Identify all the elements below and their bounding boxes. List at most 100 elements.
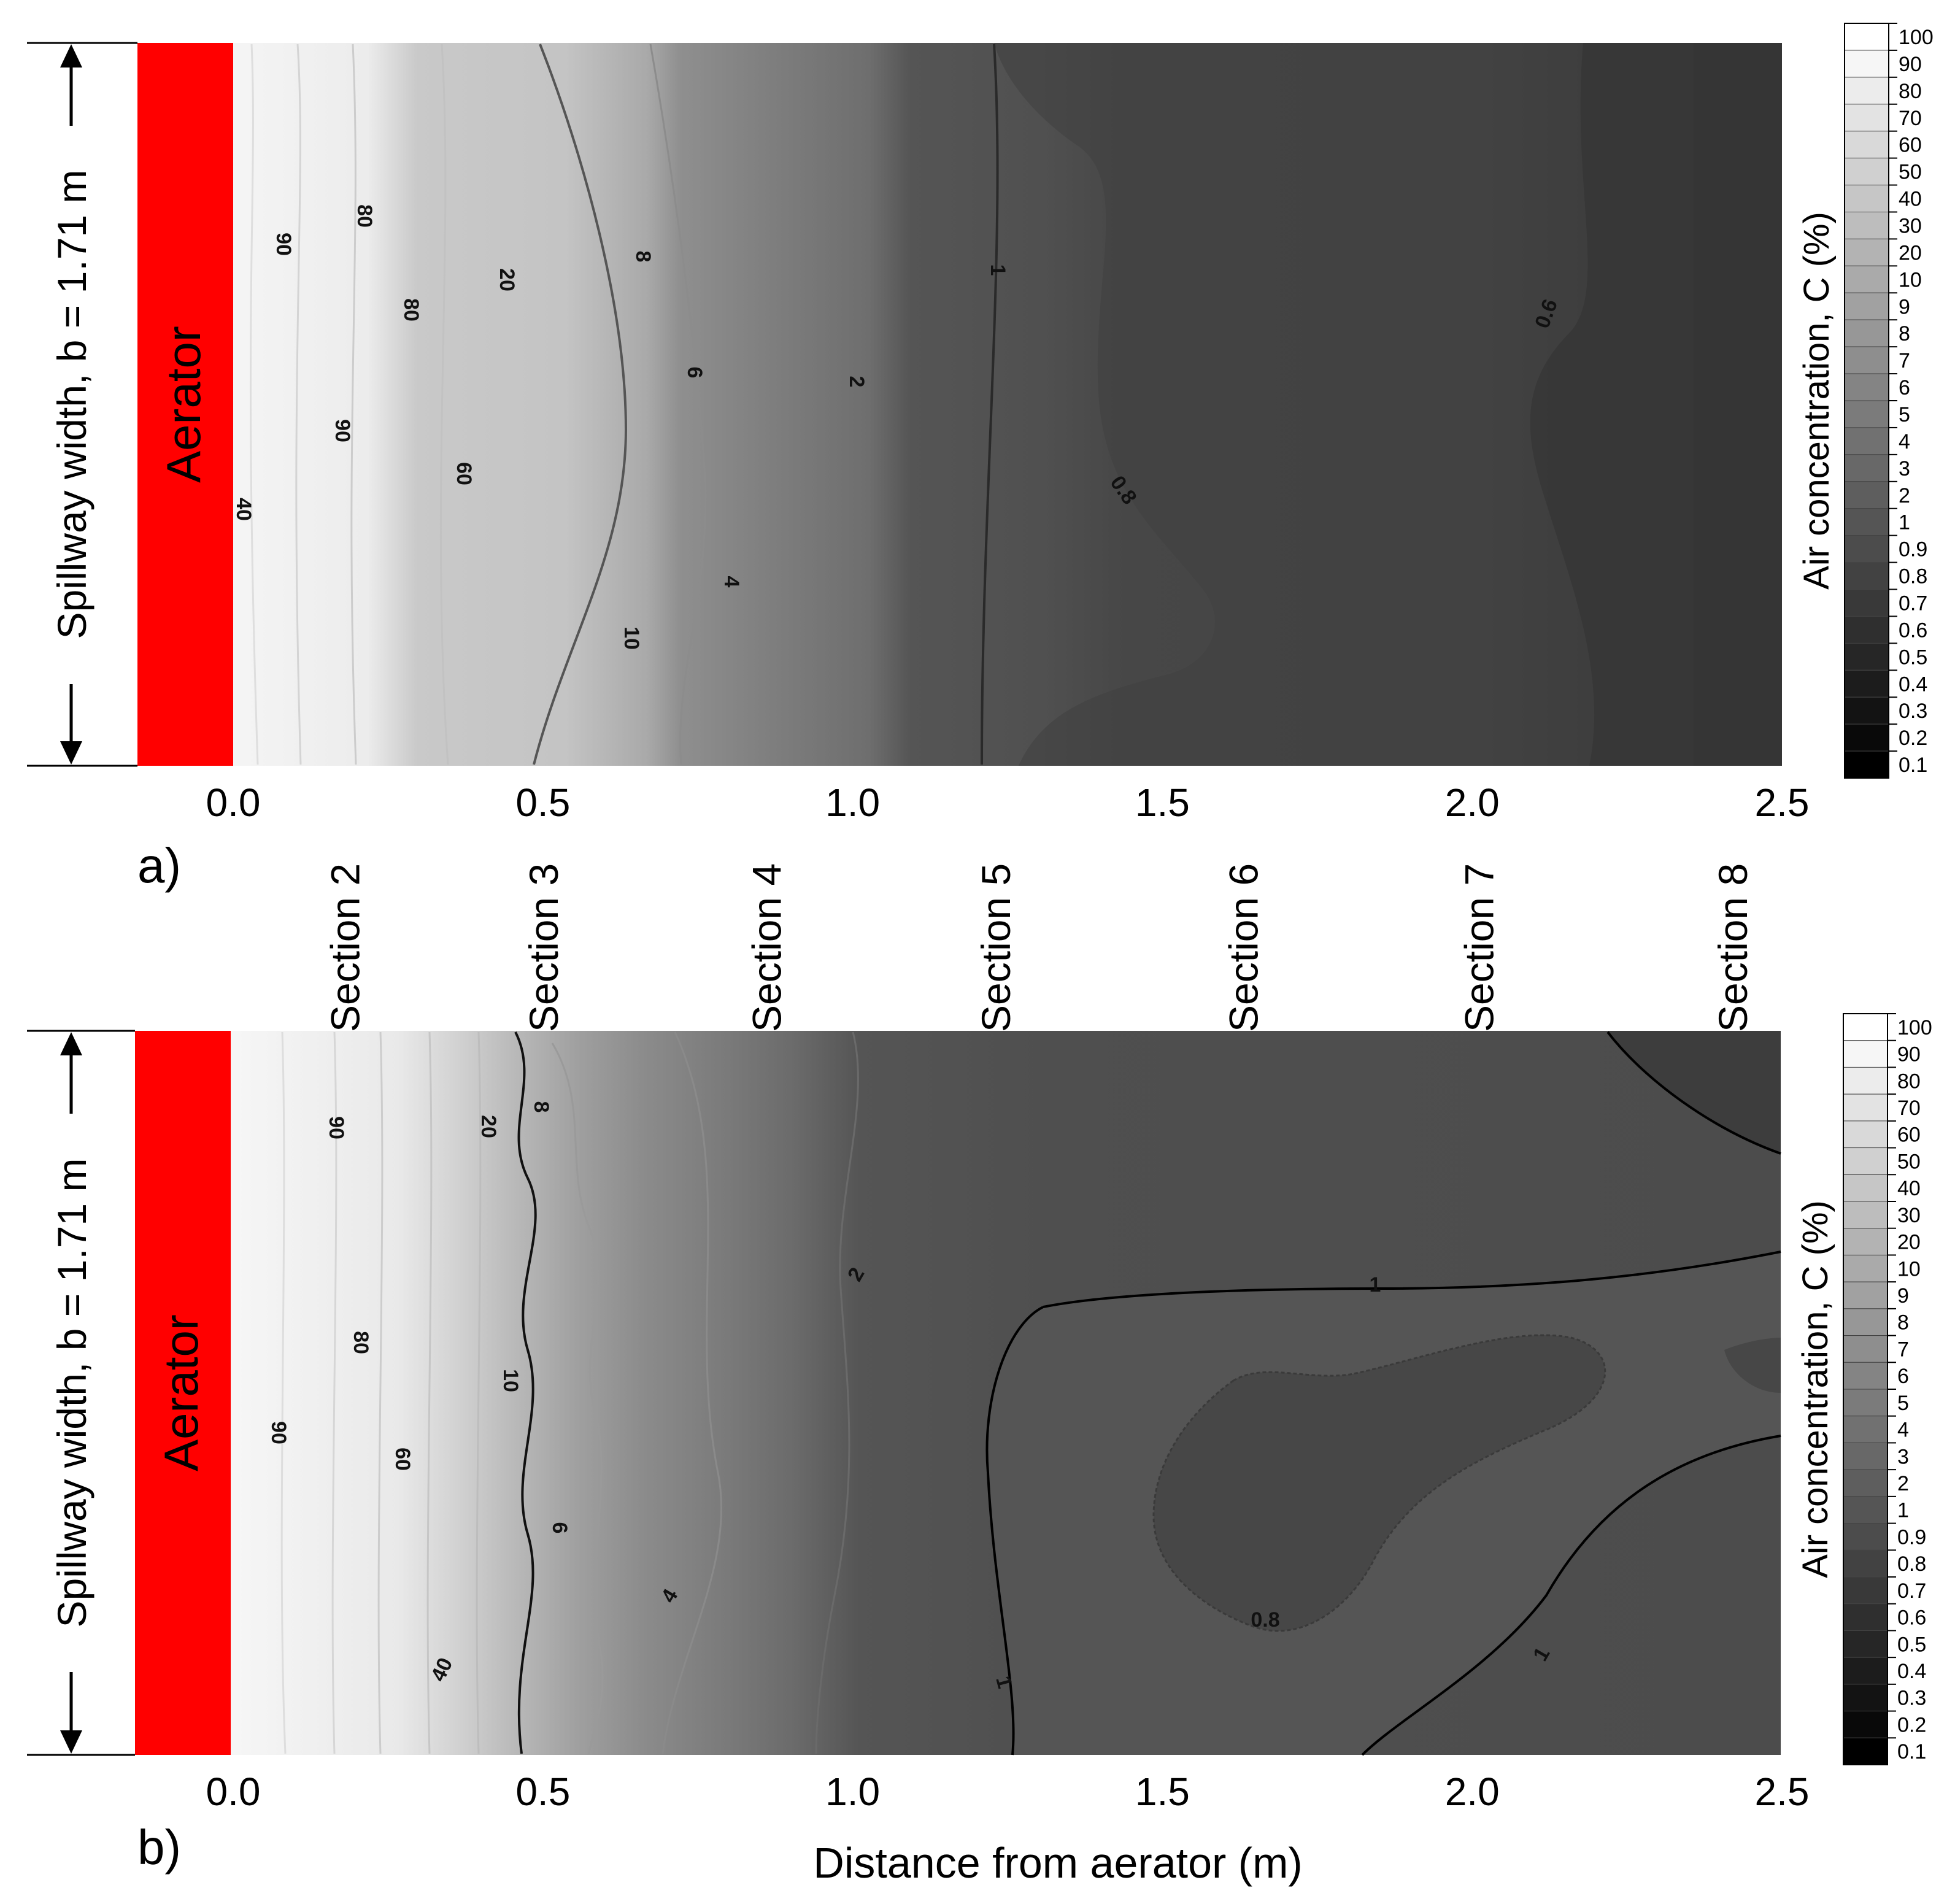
contour-label: 4 bbox=[720, 576, 743, 588]
colorbar-swatch bbox=[1844, 454, 1889, 482]
contour-line bbox=[280, 1031, 287, 1754]
colorbar-level-label: 0.3 bbox=[1899, 700, 1927, 723]
colorbar-level-label: 60 bbox=[1899, 134, 1922, 157]
contour-label: 10 bbox=[499, 1369, 522, 1392]
contour-label: 1 bbox=[1370, 1273, 1381, 1297]
colorbar-swatch bbox=[1843, 1281, 1888, 1309]
x-axis-label: Distance from aerator (m) bbox=[813, 1839, 1302, 1887]
contour-label: 6 bbox=[548, 1522, 571, 1534]
contour-line bbox=[661, 1031, 723, 1754]
x-tick-label: 0.5 bbox=[515, 1770, 570, 1814]
colorbar-level-label: 1 bbox=[1899, 511, 1910, 534]
colorbar-swatch bbox=[1843, 1013, 1888, 1041]
contour-label: 90 bbox=[267, 1421, 290, 1444]
contour-label: 8 bbox=[530, 1101, 553, 1113]
panel-a: Aerator Spillway width, b = 1.71 m 0.0 0.… bbox=[27, 42, 1810, 893]
panel-a-dark-region bbox=[994, 43, 1694, 766]
colorbar-level-label: 0.5 bbox=[1899, 646, 1927, 669]
colorbar-swatch bbox=[1844, 615, 1889, 644]
x-ticks-b: 0.0 0.5 1.0 1.5 2.0 2.5 bbox=[206, 1770, 1810, 1814]
colorbar-level-label: 20 bbox=[1897, 1231, 1921, 1254]
contour-line bbox=[331, 1031, 337, 1754]
colorbar-level-label: 10 bbox=[1899, 268, 1922, 291]
colorbar-swatch bbox=[1843, 1174, 1888, 1202]
colorbar-swatch bbox=[1843, 1362, 1888, 1390]
colorbar-swatch bbox=[1844, 696, 1889, 725]
contour-label: 10 bbox=[620, 626, 643, 650]
colorbar-swatch bbox=[1844, 508, 1889, 536]
colorbar-level-label: 100 bbox=[1897, 1016, 1932, 1039]
colorbar-level-label: 30 bbox=[1899, 214, 1922, 237]
colorbar-level-label: 70 bbox=[1899, 107, 1922, 130]
colorbar-swatch bbox=[1844, 481, 1889, 509]
colorbar-swatch bbox=[1843, 1442, 1888, 1470]
colorbar-swatch bbox=[1844, 750, 1889, 779]
colorbar-level-label: 7 bbox=[1897, 1338, 1909, 1361]
colorbar-level-label: 90 bbox=[1897, 1043, 1921, 1066]
x-tick-label: 0.0 bbox=[206, 1770, 261, 1814]
contour-line bbox=[295, 44, 302, 765]
colorbar-level-label: 50 bbox=[1897, 1150, 1921, 1173]
colorbar-swatch bbox=[1844, 373, 1889, 401]
contour-line bbox=[426, 1031, 433, 1754]
x-tick-label: 1.0 bbox=[825, 780, 880, 825]
colorbar-level-label: 0.7 bbox=[1897, 1579, 1926, 1603]
colorbar-swatch bbox=[1843, 1093, 1888, 1122]
contour-line bbox=[815, 1031, 859, 1754]
colorbar-swatch bbox=[1844, 77, 1889, 105]
contour-line-0.8 bbox=[1152, 1334, 1606, 1632]
colorbar-level-label: 40 bbox=[1897, 1177, 1921, 1200]
colorbar-level-label: 8 bbox=[1897, 1311, 1909, 1335]
colorbar-swatch bbox=[1844, 346, 1889, 374]
x-tick-label: 0.0 bbox=[206, 780, 261, 825]
colorbar-swatch bbox=[1844, 104, 1889, 132]
colorbar-level-label: 4 bbox=[1897, 1419, 1909, 1442]
panel-b: Aerator Spillway width, b = 1.71 m 0.0 0.… bbox=[27, 1030, 1810, 1887]
colorbar-level-label: 0.9 bbox=[1899, 538, 1927, 561]
x-ticks-a: 0.0 0.5 1.0 1.5 2.0 2.5 bbox=[206, 780, 1810, 825]
colorbar-level-label: 2 bbox=[1897, 1472, 1909, 1495]
panel-label-b: b) bbox=[137, 1820, 181, 1875]
contour-label: 80 bbox=[353, 204, 376, 228]
contour-label: 6 bbox=[683, 367, 706, 379]
contour-label: 80 bbox=[399, 298, 423, 322]
colorbar-swatch bbox=[1843, 1228, 1888, 1255]
contour-label: 0.8 bbox=[1251, 1608, 1279, 1632]
colorbar-swatch bbox=[1843, 1496, 1888, 1524]
contour-line bbox=[350, 44, 357, 765]
contour-line bbox=[649, 44, 707, 765]
colorbar-swatch bbox=[1844, 158, 1889, 186]
colorbar-swatch bbox=[1843, 1040, 1888, 1068]
colorbar-level-label: 80 bbox=[1899, 80, 1922, 103]
colorbar-level-label: 0.2 bbox=[1899, 727, 1927, 750]
section-label: Section 2 bbox=[323, 863, 368, 1032]
colorbar-swatch bbox=[1843, 1416, 1888, 1443]
colorbar-level-label: 70 bbox=[1897, 1097, 1921, 1120]
width-label-b: Spillway width, b = 1.71 m bbox=[49, 1158, 94, 1628]
colorbar-swatch bbox=[1844, 669, 1889, 698]
width-annotation-a: Spillway width, b = 1.71 m bbox=[27, 42, 137, 767]
colorbar-level-label: 6 bbox=[1899, 376, 1910, 399]
colorbar-level-label: 0.9 bbox=[1897, 1525, 1926, 1549]
colorbar-level-label: 3 bbox=[1899, 457, 1910, 480]
colorbar-label: Air concentration, C (%) bbox=[1797, 212, 1837, 590]
x-tick-label: 2.0 bbox=[1445, 1770, 1500, 1814]
colorbar-swatch bbox=[1843, 1711, 1888, 1738]
colorbar-level-label: 80 bbox=[1897, 1070, 1921, 1093]
panel-a-darkest-region bbox=[1530, 43, 1782, 766]
contour-label: 90 bbox=[325, 1116, 348, 1139]
contour-label: 2 bbox=[845, 376, 868, 388]
colorbar-level-label: 0.1 bbox=[1899, 754, 1927, 777]
contour-line-10 bbox=[533, 44, 628, 765]
colorbar-swatch bbox=[1843, 1120, 1888, 1149]
contour-label: 20 bbox=[495, 268, 519, 291]
colorbar-swatch bbox=[1843, 1469, 1888, 1497]
colorbar-label: Air concentration, C (%) bbox=[1795, 1200, 1835, 1578]
colorbar-level-label: 9 bbox=[1899, 295, 1910, 318]
section-label: Section 6 bbox=[1221, 863, 1267, 1032]
contour-label: 60 bbox=[391, 1447, 414, 1471]
colorbar-swatch bbox=[1843, 1523, 1888, 1551]
colorbar-level-label: 0.6 bbox=[1899, 619, 1927, 642]
colorbar-swatch bbox=[1844, 400, 1889, 428]
